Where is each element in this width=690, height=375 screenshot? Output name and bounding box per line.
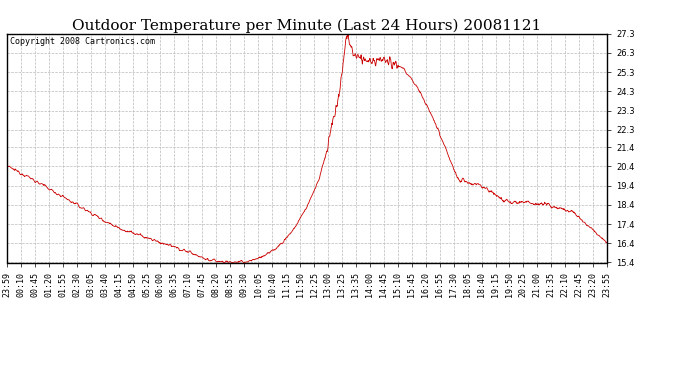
Text: Copyright 2008 Cartronics.com: Copyright 2008 Cartronics.com: [10, 37, 155, 46]
Title: Outdoor Temperature per Minute (Last 24 Hours) 20081121: Outdoor Temperature per Minute (Last 24 …: [72, 18, 542, 33]
